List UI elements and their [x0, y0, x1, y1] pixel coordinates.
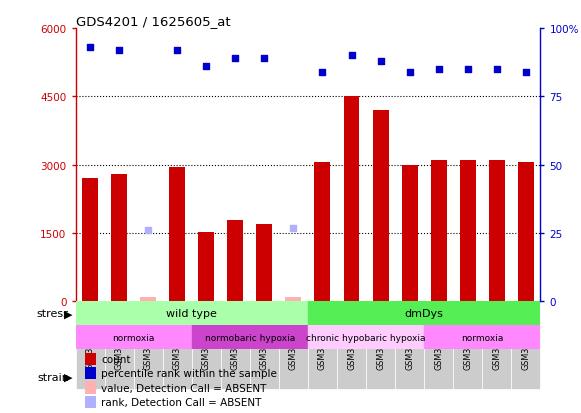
FancyBboxPatch shape	[76, 301, 105, 389]
FancyBboxPatch shape	[250, 301, 279, 389]
Point	[144, 228, 153, 234]
Text: normoxia: normoxia	[461, 333, 503, 342]
Bar	[424, 325, 540, 349]
Text: GSM398836: GSM398836	[231, 321, 240, 369]
Point	[289, 225, 298, 231]
Bar	[227, 221, 243, 301]
Text: GSM398839: GSM398839	[85, 321, 95, 370]
Text: ▶: ▶	[64, 372, 73, 382]
Bar	[308, 325, 424, 349]
Text: chronic hypobaric hypoxia: chronic hypobaric hypoxia	[306, 333, 426, 342]
Text: GSM398835: GSM398835	[202, 321, 211, 370]
FancyBboxPatch shape	[453, 301, 482, 389]
Point	[202, 64, 211, 70]
Point	[405, 69, 414, 76]
Text: GSM398828: GSM398828	[347, 321, 356, 370]
FancyBboxPatch shape	[192, 301, 221, 389]
Bar	[76, 301, 308, 325]
FancyBboxPatch shape	[134, 301, 163, 389]
Point	[463, 66, 472, 73]
Bar	[85, 382, 96, 394]
FancyBboxPatch shape	[308, 301, 337, 389]
Text: GSM398827: GSM398827	[318, 321, 327, 370]
Text: GSM398829: GSM398829	[376, 321, 385, 370]
Bar	[169, 168, 185, 301]
Text: wild type: wild type	[166, 309, 217, 318]
Bar	[256, 224, 272, 301]
Text: strain: strain	[38, 372, 70, 382]
Point	[85, 45, 95, 51]
Text: percentile rank within the sample: percentile rank within the sample	[101, 368, 277, 378]
Text: count: count	[101, 354, 131, 364]
Text: dmDys: dmDys	[405, 309, 443, 318]
Text: GSM398841: GSM398841	[144, 321, 153, 369]
Bar	[82, 179, 98, 301]
Bar	[401, 165, 418, 301]
Point	[521, 69, 530, 76]
Text: GSM398832: GSM398832	[463, 321, 472, 370]
Bar	[372, 111, 389, 301]
FancyBboxPatch shape	[424, 301, 453, 389]
Text: GSM398831: GSM398831	[434, 321, 443, 369]
Point	[231, 56, 240, 62]
FancyBboxPatch shape	[395, 301, 424, 389]
Bar	[518, 163, 534, 301]
Point	[347, 53, 356, 59]
Text: GSM398830: GSM398830	[405, 321, 414, 369]
Bar	[85, 367, 96, 379]
FancyBboxPatch shape	[337, 301, 366, 389]
FancyBboxPatch shape	[105, 301, 134, 389]
FancyBboxPatch shape	[163, 301, 192, 389]
Point	[318, 69, 327, 76]
Text: GSM398833: GSM398833	[492, 321, 501, 369]
Text: GSM398838: GSM398838	[289, 321, 298, 369]
Text: value, Detection Call = ABSENT: value, Detection Call = ABSENT	[101, 382, 267, 392]
FancyBboxPatch shape	[511, 301, 540, 389]
Bar	[85, 353, 96, 365]
Bar	[460, 161, 476, 301]
Text: GSM398834: GSM398834	[521, 321, 530, 369]
Point	[492, 66, 501, 73]
Bar	[343, 97, 360, 301]
Text: ▶: ▶	[64, 309, 73, 318]
Point	[114, 47, 124, 54]
Bar	[192, 325, 308, 349]
Bar	[431, 161, 447, 301]
Text: GSM398840: GSM398840	[114, 321, 124, 369]
FancyBboxPatch shape	[482, 301, 511, 389]
Point	[260, 56, 269, 62]
Text: GDS4201 / 1625605_at: GDS4201 / 1625605_at	[76, 15, 230, 28]
Text: stress: stress	[37, 309, 70, 318]
Text: normoxia: normoxia	[113, 333, 155, 342]
Bar	[308, 301, 540, 325]
Text: GSM398837: GSM398837	[260, 321, 269, 370]
Bar	[314, 163, 331, 301]
Bar	[198, 233, 214, 301]
Point	[376, 58, 385, 65]
Bar	[285, 297, 302, 301]
FancyBboxPatch shape	[279, 301, 308, 389]
Bar	[140, 297, 156, 301]
FancyBboxPatch shape	[221, 301, 250, 389]
Bar	[489, 161, 505, 301]
Bar	[111, 174, 127, 301]
Text: rank, Detection Call = ABSENT: rank, Detection Call = ABSENT	[101, 397, 261, 407]
FancyBboxPatch shape	[366, 301, 395, 389]
Bar	[85, 396, 96, 408]
Text: normobaric hypoxia: normobaric hypoxia	[205, 333, 295, 342]
Point	[434, 66, 443, 73]
Bar	[76, 325, 192, 349]
Text: GSM398842: GSM398842	[173, 321, 182, 370]
Point	[173, 47, 182, 54]
